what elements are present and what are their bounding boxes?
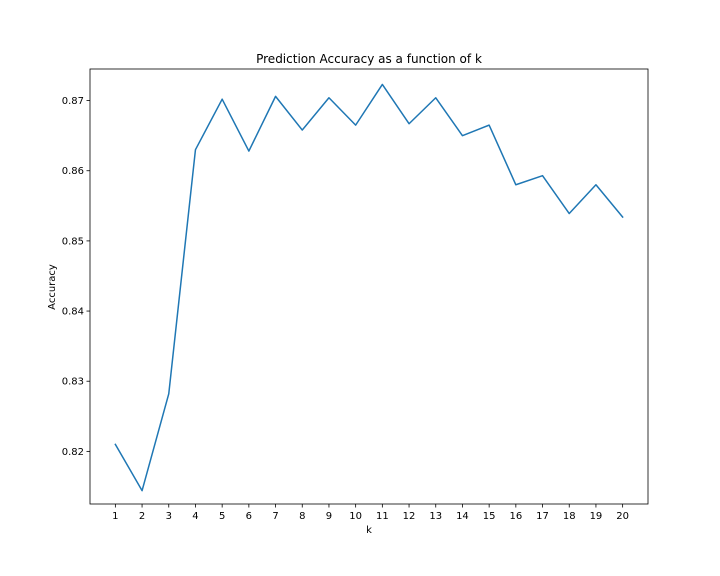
x-tick-label: 17 [536,511,549,522]
axes-frame [89,68,649,505]
y-tick-label: 0.87 [62,96,84,107]
x-tick-label: 8 [299,511,305,522]
y-axis: 0.82 0.83 0.84 0.85 0.86 0.87 [62,96,90,458]
y-tick-label: 0.86 [62,166,84,177]
y-axis-label: Accuracy [47,264,58,310]
x-axis: 1 2 3 4 5 6 7 8 9 10 11 12 13 14 15 16 17 18 19 20 [112,504,629,522]
y-tick-label: 0.82 [62,447,84,458]
x-tick-label: 2 [139,511,145,522]
x-tick-label: 10 [349,511,362,522]
x-tick-label: 14 [456,511,469,522]
x-tick-label: 11 [376,511,389,522]
x-tick-label: 1 [112,511,118,522]
x-tick-label: 19 [590,511,603,522]
x-tick-label: 15 [483,511,496,522]
y-tick-label: 0.83 [62,377,84,388]
x-tick-label: 6 [246,511,252,522]
x-tick-label: 5 [219,511,225,522]
x-tick-label: 12 [403,511,416,522]
x-tick-label: 7 [272,511,278,522]
y-tick-label: 0.84 [62,307,84,318]
x-tick-label: 20 [616,511,629,522]
y-tick-label: 0.85 [62,236,84,247]
plot-area [89,68,649,505]
x-tick-label: 4 [192,511,198,522]
x-tick-label: 16 [509,511,522,522]
series-line-1 [114,83,624,492]
chart-title: Prediction Accuracy as a function of k [256,52,482,66]
x-tick-label: 13 [429,511,442,522]
x-tick-label: 9 [326,511,332,522]
x-tick-label: 18 [563,511,576,522]
x-tick-label: 3 [166,511,172,522]
x-axis-label: k [366,525,372,536]
